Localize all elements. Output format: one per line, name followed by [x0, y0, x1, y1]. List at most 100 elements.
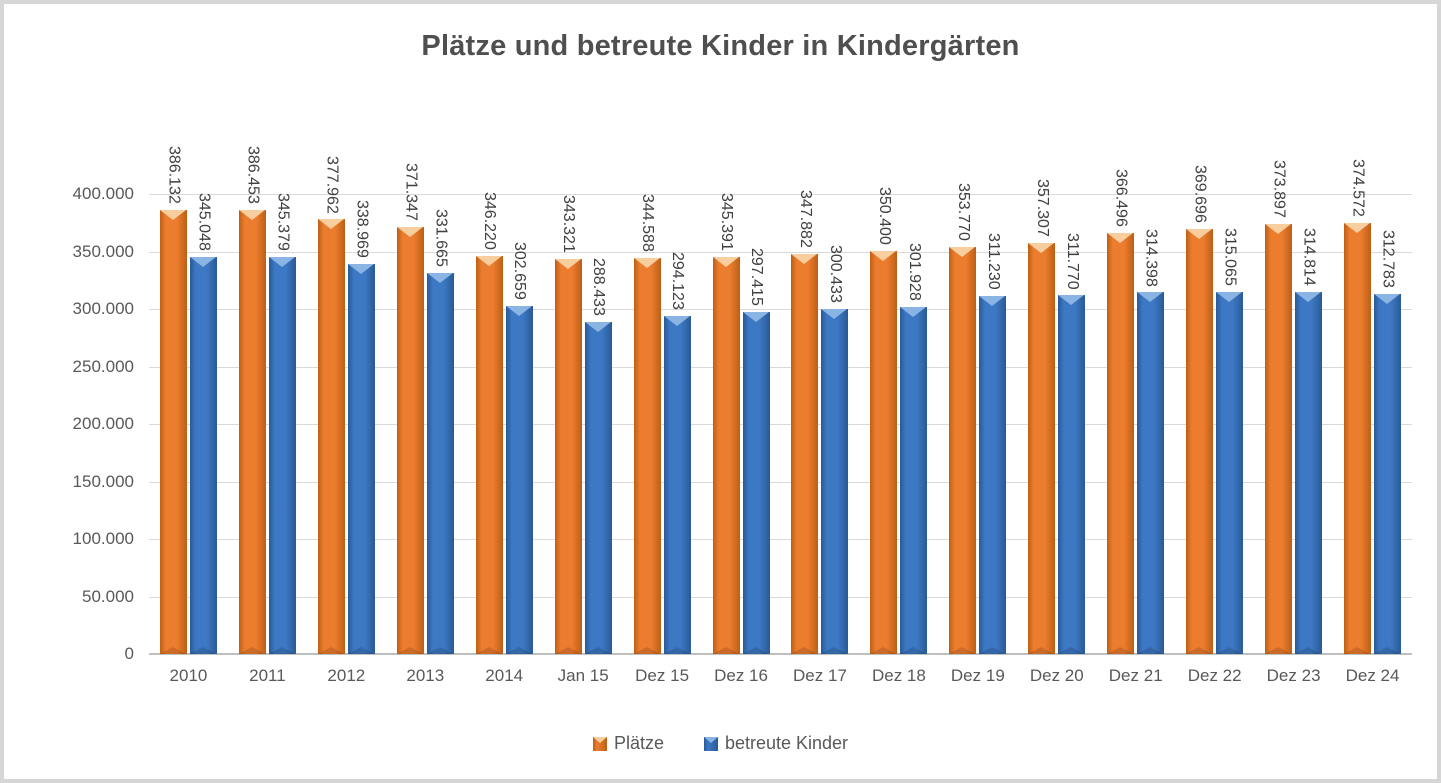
data-label: 301.928 [905, 242, 923, 301]
bar-betreute-kinder-2013 [426, 272, 454, 654]
x-tick-label: Dez 20 [1029, 666, 1084, 685]
data-label: 377.962 [323, 155, 341, 214]
bar-betreute-kinder-dez-17 [821, 308, 849, 654]
y-tick-label: 400.000 [72, 184, 134, 203]
x-tick-label: Jan 15 [557, 666, 609, 685]
data-label: 357.307 [1033, 179, 1051, 238]
y-tick-label: 300.000 [72, 299, 134, 318]
data-label: 300.433 [826, 244, 844, 303]
gridline [149, 481, 1412, 483]
chart-title: Plätze und betreute Kinder in Kindergärt… [421, 30, 1020, 62]
data-label: 371.347 [402, 163, 420, 221]
bar-plaetze-dez-18 [870, 251, 898, 654]
y-tick-label: 150.000 [72, 471, 134, 491]
gridline [149, 596, 1412, 598]
bar-betreute-kinder-jan-15 [584, 322, 612, 654]
y-tick-label: 250.000 [72, 356, 134, 376]
data-label: 294.123 [669, 251, 687, 310]
bar-plaetze-dez-16 [712, 256, 740, 654]
x-tick-label: Dez 17 [793, 666, 847, 685]
gridline [149, 424, 1412, 425]
x-tick-label: 2014 [485, 666, 524, 685]
bar-plaetze-dez-20 [1028, 243, 1056, 654]
data-label: 353.770 [954, 183, 972, 242]
bar-plaetze-dez-17 [791, 253, 819, 654]
bar-betreute-kinder-dez-15 [663, 315, 691, 654]
bar-plaetze-dez-21 [1107, 232, 1135, 654]
x-tick-label: Dez 23 [1266, 666, 1321, 685]
bar-plaetze-2010 [159, 209, 187, 654]
data-label: 366.496 [1112, 168, 1130, 227]
data-label: 344.588 [639, 193, 657, 252]
data-label: 345.048 [195, 193, 213, 252]
data-label: 288.433 [590, 258, 608, 317]
legend-marker-betreute-kinder-icon [703, 736, 718, 751]
x-tick-label: Dez 16 [714, 666, 768, 685]
data-label: 346.220 [481, 192, 499, 250]
legend-item-betreute-kinder: betreute Kinder [703, 733, 849, 754]
data-label: 315.065 [1221, 227, 1239, 286]
x-tick-label: 2013 [406, 666, 445, 685]
y-tick-label: 350.000 [72, 241, 134, 261]
bar-plaetze-2013 [396, 226, 424, 654]
data-label: 311.770 [1063, 232, 1081, 290]
bar-betreute-kinder-dez-24 [1374, 294, 1402, 654]
bar-plaetze-dez-19 [949, 247, 977, 654]
legend: Plätze betreute Kinder [4, 733, 1437, 754]
x-tick-label: Dez 19 [950, 666, 1005, 685]
legend-marker-plaetze-icon [592, 736, 607, 751]
x-tick-label: 2011 [249, 666, 286, 685]
bar-betreute-kinder-2010 [189, 257, 217, 654]
bar-betreute-kinder-2012 [347, 264, 375, 654]
data-label: 373.897 [1270, 160, 1288, 219]
gridline [149, 366, 1412, 368]
bar-plaetze-dez-15 [633, 257, 661, 654]
bar-betreute-kinder-dez-20 [1058, 295, 1086, 654]
plot-area [149, 194, 1412, 655]
data-label: 343.321 [560, 195, 578, 254]
data-label: 314.398 [1142, 228, 1160, 287]
bar-betreute-kinder-dez-18 [900, 306, 928, 654]
legend-label-betreute-kinder: betreute Kinder [724, 733, 849, 753]
x-axis-line [149, 653, 1412, 655]
x-tick-label: Dez 18 [871, 666, 926, 685]
y-tick-label: 0 [124, 644, 134, 663]
x-tick-label: Dez 24 [1345, 666, 1400, 685]
x-tick-label: 2010 [169, 666, 208, 685]
bar-betreute-kinder-dez-16 [742, 311, 770, 654]
bar-plaetze-2012 [317, 219, 345, 654]
x-tick-label: 2012 [327, 666, 366, 685]
bar-betreute-kinder-dez-21 [1137, 292, 1165, 654]
data-label: 369.696 [1191, 165, 1209, 223]
gridline [149, 309, 1412, 310]
bar-plaetze-jan-15 [554, 259, 582, 654]
data-label: 374.572 [1349, 159, 1367, 218]
x-tick-label: Dez 15 [635, 666, 690, 685]
data-label: 386.132 [165, 146, 183, 204]
x-tick-label: Dez 21 [1108, 666, 1163, 685]
data-label: 345.379 [274, 192, 292, 251]
bar-betreute-kinder-2011 [268, 256, 296, 654]
data-label: 386.453 [244, 145, 262, 204]
data-label: 345.391 [718, 192, 736, 251]
data-label: 311.230 [984, 233, 1002, 291]
bar-betreute-kinder-dez-23 [1295, 291, 1323, 654]
bar-plaetze-dez-22 [1186, 228, 1214, 654]
legend-item-plaetze: Plätze [592, 733, 664, 754]
data-label: 350.400 [875, 187, 893, 246]
gridline [149, 194, 1412, 195]
data-label: 302.659 [511, 242, 529, 300]
gridline [149, 251, 1412, 253]
bar-betreute-kinder-dez-22 [1216, 291, 1244, 654]
data-label: 331.665 [432, 208, 450, 267]
bar-plaetze-dez-23 [1265, 224, 1293, 654]
data-label: 297.415 [748, 248, 766, 306]
data-label: 314.814 [1300, 228, 1318, 286]
legend-label-plaetze: Plätze [613, 733, 664, 753]
bar-plaetze-2014 [475, 255, 503, 654]
bar-plaetze-2011 [238, 209, 266, 654]
bar-plaetze-dez-24 [1344, 223, 1372, 654]
bar-betreute-kinder-dez-19 [979, 296, 1007, 654]
data-label: 338.969 [353, 200, 371, 259]
